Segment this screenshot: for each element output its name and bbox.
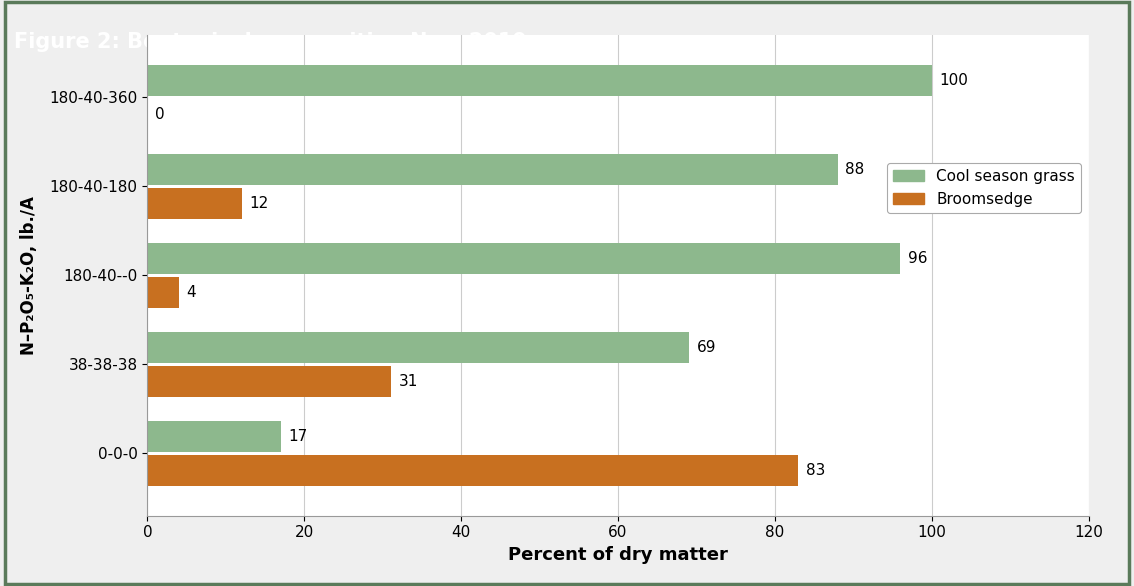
Text: 96: 96 xyxy=(908,251,928,266)
Bar xyxy=(147,64,932,96)
Text: 100: 100 xyxy=(940,73,968,88)
Bar xyxy=(147,188,242,219)
Legend: Cool season grass, Broomsedge: Cool season grass, Broomsedge xyxy=(887,163,1081,213)
Text: 31: 31 xyxy=(398,374,417,389)
X-axis label: Percent of dry matter: Percent of dry matter xyxy=(508,546,728,564)
Bar xyxy=(147,154,838,185)
Text: 17: 17 xyxy=(288,429,307,444)
Text: 83: 83 xyxy=(806,463,826,478)
Text: 88: 88 xyxy=(846,162,865,177)
Bar xyxy=(147,455,798,486)
Bar xyxy=(147,277,179,308)
Text: Figure 2: Bontanical composition Nov. 2019: Figure 2: Bontanical composition Nov. 20… xyxy=(14,32,526,52)
Text: 69: 69 xyxy=(696,340,716,355)
Bar xyxy=(147,421,281,452)
Y-axis label: N–P₂O₅-K₂O, lb./A: N–P₂O₅-K₂O, lb./A xyxy=(20,196,39,355)
Bar xyxy=(147,243,900,274)
Text: 0: 0 xyxy=(155,107,164,122)
Text: 12: 12 xyxy=(249,196,269,211)
Bar xyxy=(147,366,390,397)
Text: 4: 4 xyxy=(187,285,196,300)
Bar xyxy=(147,332,688,363)
